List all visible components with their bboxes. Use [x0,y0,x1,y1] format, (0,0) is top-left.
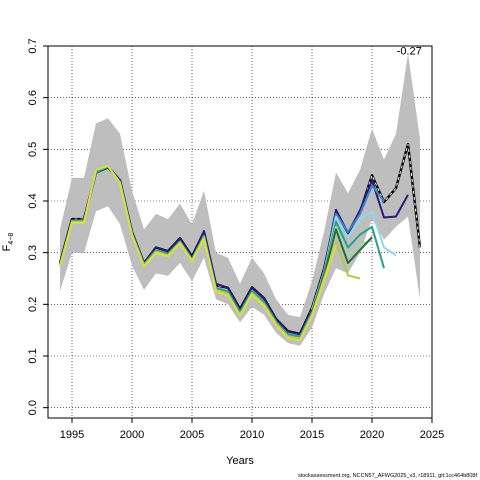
x-tick-label: 2015 [300,429,324,441]
x-tick-label: 2000 [120,429,144,441]
confidence-band-layer [60,53,420,346]
y-tick-label: 0.5 [27,142,39,157]
x-tick-label: 2010 [240,429,264,441]
x-axis-title: Years [226,455,254,467]
series-line-8 [59,164,337,342]
x-tick-label: 2025 [420,429,444,441]
x-tick-label: 2005 [180,429,204,441]
series-layer [58,142,422,342]
x-tick-label: 1995 [60,429,84,441]
x-tick-label: 2020 [360,429,384,441]
y-tick-label: 0.6 [27,90,39,105]
last-year-annotation: -0.27 [397,45,422,57]
y-tick-label: 0.2 [27,297,39,312]
y-tick-label: 0.1 [27,348,39,363]
y-axis-title: F4−8 [1,233,15,252]
y-tick-label: 0.7 [27,38,39,53]
y-tick-label: 0.3 [27,245,39,260]
y-axis-title-subscript: 4−8 [8,233,15,245]
y-tick-label: 0.4 [27,193,39,208]
plot-frame [47,45,433,419]
axes: 1995 2000 2005 2010 2015 2020 2025 0.0 0.1 0.2 0.3… [27,38,444,441]
y-axis-title-main: F [1,244,13,251]
footer-credit: stockassessment.org, NCCN57_AFWG2025_v3,… [298,473,478,479]
y-tick-label: 0.0 [27,400,39,415]
confidence-band [60,53,420,346]
